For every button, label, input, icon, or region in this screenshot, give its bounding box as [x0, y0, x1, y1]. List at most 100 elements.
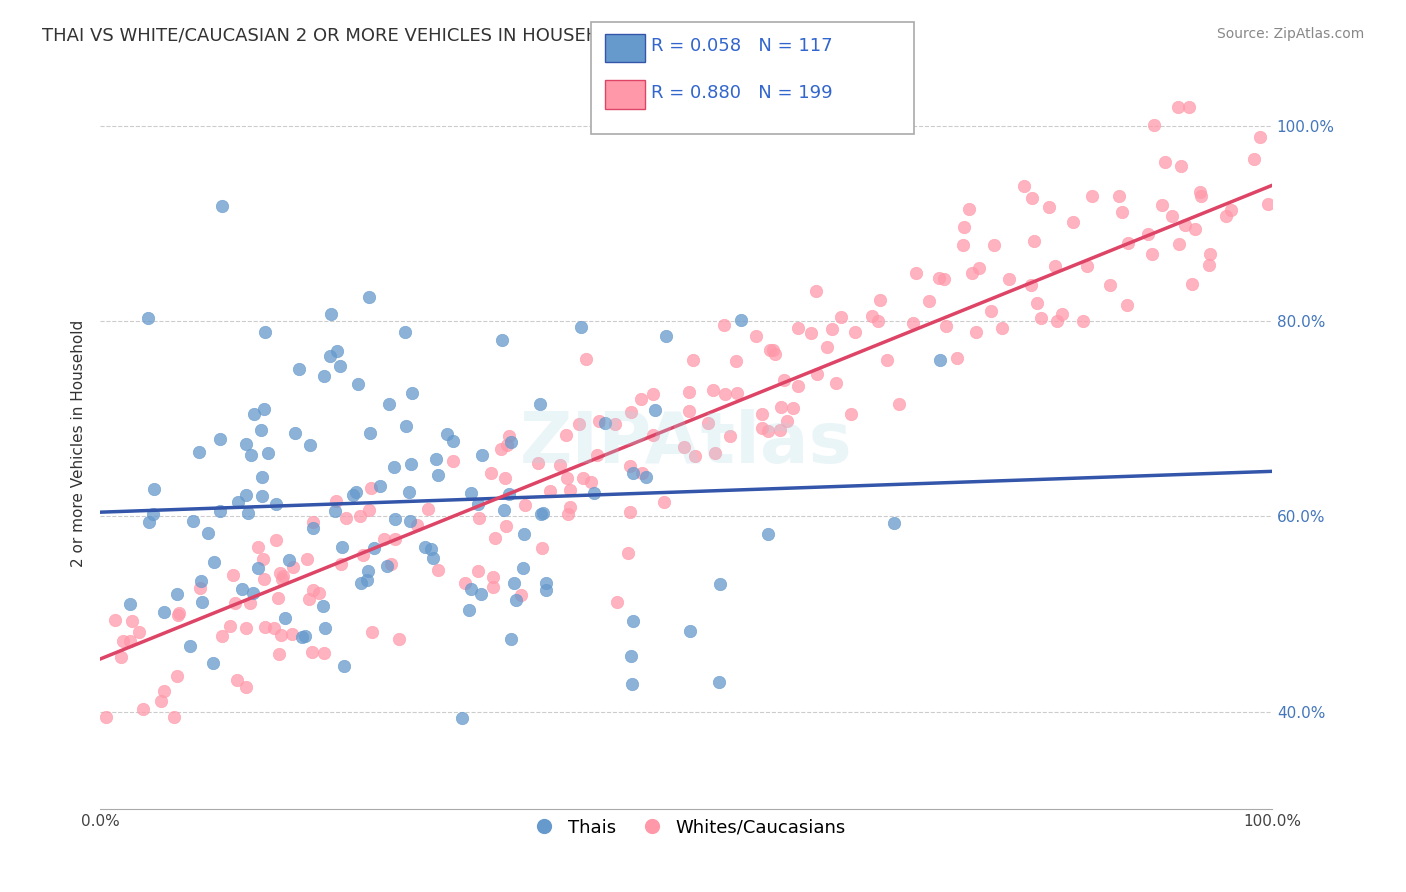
Thais [928, 352, 950, 367]
Thais [311, 599, 333, 614]
Thais [467, 497, 489, 511]
Thais [529, 396, 551, 410]
Text: R = 0.880   N = 199: R = 0.880 N = 199 [651, 84, 832, 102]
Thais [357, 290, 380, 304]
Whites/Caucasians [281, 559, 304, 574]
Thais [503, 575, 526, 590]
Whites/Caucasians [786, 379, 808, 393]
Whites/Caucasians [820, 322, 842, 336]
Whites/Caucasians [270, 628, 292, 642]
Thais [253, 401, 276, 416]
Thais [621, 614, 644, 628]
Thais [231, 582, 253, 596]
Whites/Caucasians [782, 401, 804, 415]
Thais [142, 482, 165, 496]
Whites/Caucasians [980, 303, 1002, 318]
Whites/Caucasians [149, 694, 172, 708]
Thais [235, 488, 257, 502]
Thais [384, 511, 406, 525]
Thais [250, 489, 273, 503]
Whites/Caucasians [1153, 155, 1175, 169]
Whites/Caucasians [555, 471, 578, 485]
Whites/Caucasians [495, 438, 517, 452]
Whites/Caucasians [548, 458, 571, 472]
Whites/Caucasians [998, 272, 1021, 286]
Whites/Caucasians [751, 421, 773, 435]
Whites/Caucasians [1071, 314, 1094, 328]
Whites/Caucasians [683, 450, 706, 464]
Thais [534, 576, 557, 591]
Whites/Caucasians [253, 572, 276, 586]
Whites/Caucasians [235, 621, 257, 635]
Whites/Caucasians [903, 316, 925, 330]
Thais [211, 198, 233, 212]
Thais [375, 558, 398, 573]
Thais [314, 621, 336, 635]
Thais [512, 527, 534, 541]
Whites/Caucasians [1174, 219, 1197, 233]
Whites/Caucasians [468, 511, 491, 525]
Thais [413, 540, 436, 554]
Whites/Caucasians [617, 546, 640, 560]
Whites/Caucasians [312, 646, 335, 660]
Whites/Caucasians [787, 320, 810, 334]
Thais [226, 494, 249, 508]
Whites/Caucasians [887, 397, 910, 411]
Thais [382, 459, 405, 474]
Whites/Caucasians [357, 502, 380, 516]
Whites/Caucasians [1198, 258, 1220, 272]
Whites/Caucasians [1249, 130, 1271, 145]
Whites/Caucasians [557, 508, 579, 522]
Whites/Caucasians [702, 384, 724, 398]
Thais [531, 506, 554, 520]
Whites/Caucasians [918, 294, 941, 309]
Whites/Caucasians [1170, 160, 1192, 174]
Thais [191, 595, 214, 609]
Whites/Caucasians [1143, 118, 1166, 132]
Whites/Caucasians [953, 220, 976, 235]
Whites/Caucasians [271, 572, 294, 586]
Thais [299, 438, 322, 452]
Thais [756, 527, 779, 541]
Thais [166, 587, 188, 601]
Thais [254, 326, 277, 340]
Whites/Caucasians [714, 387, 737, 401]
Whites/Caucasians [571, 471, 593, 485]
Thais [709, 577, 731, 591]
Thais [319, 349, 342, 363]
Text: ZIPAtlas: ZIPAtlas [520, 409, 852, 478]
Whites/Caucasians [1257, 196, 1279, 211]
Thais [197, 526, 219, 541]
Thais [436, 427, 458, 442]
Whites/Caucasians [965, 325, 987, 339]
Whites/Caucasians [579, 475, 602, 489]
Y-axis label: 2 or more Vehicles in Household: 2 or more Vehicles in Household [72, 319, 86, 567]
Whites/Caucasians [467, 564, 489, 578]
Whites/Caucasians [224, 596, 246, 610]
Whites/Caucasians [991, 321, 1014, 335]
Thais [595, 416, 617, 430]
Whites/Caucasians [252, 551, 274, 566]
Thais [470, 586, 492, 600]
Thais [730, 313, 752, 327]
Thais [441, 434, 464, 449]
Whites/Caucasians [983, 238, 1005, 252]
Whites/Caucasians [713, 318, 735, 332]
Thais [427, 467, 450, 482]
Whites/Caucasians [264, 533, 287, 547]
Thais [357, 565, 380, 579]
Whites/Caucasians [246, 540, 269, 554]
Whites/Caucasians [928, 271, 950, 285]
Whites/Caucasians [769, 423, 792, 437]
Whites/Caucasians [751, 408, 773, 422]
Thais [236, 506, 259, 520]
Whites/Caucasians [772, 373, 794, 387]
Thais [883, 516, 905, 530]
Thais [363, 541, 385, 556]
Whites/Caucasians [188, 581, 211, 595]
Thais [243, 407, 266, 421]
Whites/Caucasians [1046, 314, 1069, 328]
Whites/Caucasians [718, 429, 741, 443]
Thais [636, 470, 658, 484]
Whites/Caucasians [554, 428, 576, 442]
